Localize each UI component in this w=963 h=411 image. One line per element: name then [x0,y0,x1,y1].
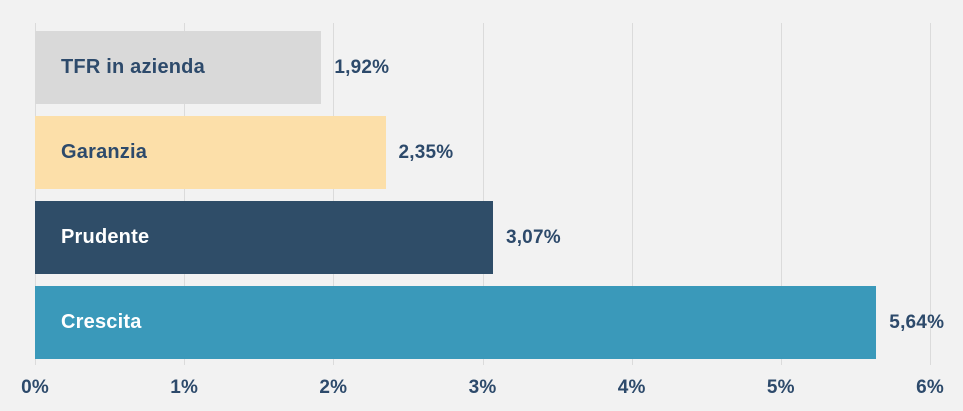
bar-value-label: 5,64% [889,311,945,333]
bar-garanzia: Garanzia [35,116,386,189]
x-tick-label-6%: 6% [916,377,944,398]
bar-category-label: Prudente [61,226,150,248]
gridline-3% [482,23,484,365]
bar-category-label: Crescita [61,311,142,333]
bar-value-label: 2,35% [398,141,454,163]
x-tick-label-0%: 0% [21,377,49,398]
bar-value-label: 3,07% [505,226,561,248]
gridline-6% [930,23,931,365]
bar-crescita: Crescita [35,286,877,359]
bar-prudente: Prudente [35,201,493,274]
bar-value-label: 1,92% [334,56,390,78]
bar-tfr-in-azienda: TFR in azienda [35,31,322,104]
x-tick-label-5%: 5% [766,377,795,398]
x-tick-label-1%: 1% [170,377,199,398]
bar-category-label: TFR in azienda [61,56,205,78]
x-tick-label-3%: 3% [468,377,497,398]
gridline-2% [333,23,335,365]
gridline-1% [184,23,186,365]
x-tick-label-4%: 4% [617,377,646,398]
bar-category-label: Garanzia [61,141,148,163]
x-tick-label-2%: 2% [319,377,348,398]
gridline-5% [780,23,782,365]
gridline-4% [631,23,633,365]
gridline-0% [35,23,36,365]
